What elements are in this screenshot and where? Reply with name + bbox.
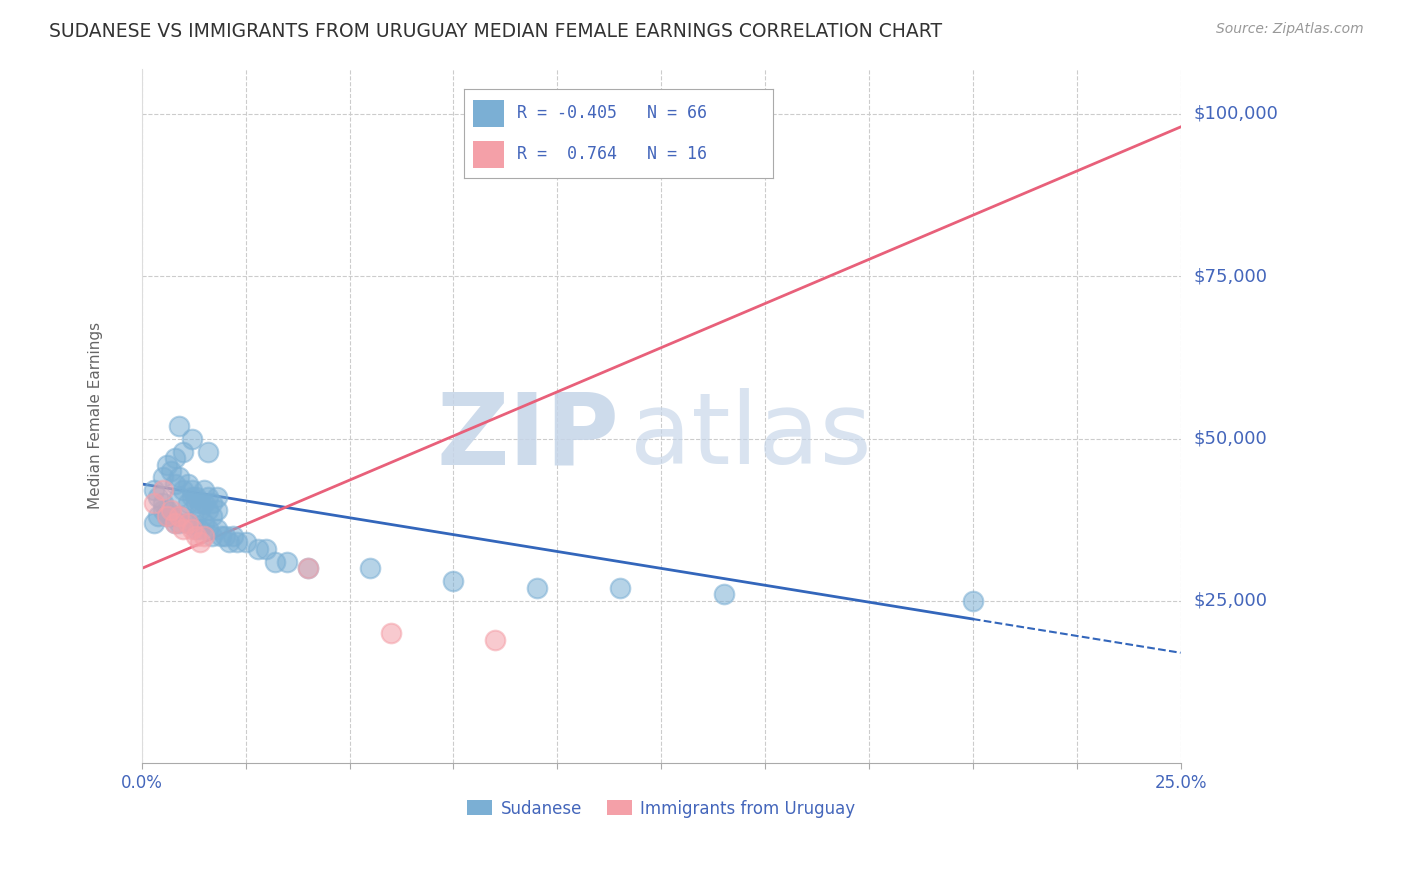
Text: R = -0.405   N = 66: R = -0.405 N = 66 (516, 104, 707, 122)
Point (197, 490, 219, 504)
Point (201, 509, 224, 524)
Point (160, 509, 183, 524)
Point (152, 503, 174, 517)
Point (359, 561, 381, 575)
Point (962, 594, 984, 608)
Point (197, 444, 219, 458)
Point (205, 503, 228, 517)
Text: R =  0.764   N = 16: R = 0.764 N = 16 (516, 145, 707, 163)
Point (156, 503, 179, 517)
Point (180, 490, 202, 504)
Text: atlas: atlas (630, 388, 872, 485)
Point (172, 483, 194, 498)
Bar (474, 100, 505, 127)
Point (143, 516, 166, 530)
Point (167, 516, 190, 530)
Point (201, 529, 224, 543)
Point (167, 470, 190, 484)
Point (184, 496, 207, 510)
Point (143, 496, 166, 510)
Point (148, 490, 170, 504)
Point (156, 458, 179, 472)
Point (713, 587, 735, 601)
Point (176, 516, 198, 530)
Point (484, 632, 506, 647)
Text: ZIP: ZIP (437, 388, 620, 485)
Text: $25,000: $25,000 (1194, 591, 1267, 610)
Point (188, 523, 211, 537)
Point (247, 541, 270, 556)
Point (188, 503, 211, 517)
Point (172, 444, 194, 458)
Point (193, 483, 215, 498)
Point (172, 509, 194, 524)
Point (165, 516, 187, 530)
Point (176, 516, 198, 530)
Point (188, 535, 211, 549)
Text: $100,000: $100,000 (1194, 105, 1278, 123)
Text: SUDANESE VS IMMIGRANTS FROM URUGUAY MEDIAN FEMALE EARNINGS CORRELATION CHART: SUDANESE VS IMMIGRANTS FROM URUGUAY MEDI… (49, 22, 942, 41)
Point (160, 509, 183, 524)
Point (193, 516, 215, 530)
Point (197, 503, 219, 517)
Point (180, 432, 202, 446)
Bar (474, 141, 505, 168)
Point (156, 509, 179, 524)
Point (609, 581, 631, 595)
Point (197, 523, 219, 537)
Point (172, 523, 194, 537)
Point (167, 490, 190, 504)
Point (526, 581, 548, 595)
Point (180, 516, 202, 530)
Point (443, 574, 465, 589)
Point (201, 496, 224, 510)
Point (297, 561, 319, 575)
Point (160, 464, 183, 478)
Point (167, 418, 190, 433)
Point (180, 523, 202, 537)
Point (609, 127, 631, 141)
Point (184, 523, 207, 537)
Point (214, 529, 236, 543)
Point (218, 535, 240, 549)
Point (263, 555, 285, 569)
Text: $50,000: $50,000 (1194, 430, 1267, 448)
Point (180, 483, 202, 498)
Point (165, 450, 187, 465)
Point (143, 483, 166, 498)
Point (167, 509, 190, 524)
Point (256, 541, 278, 556)
Point (188, 496, 211, 510)
Point (176, 496, 198, 510)
Point (152, 470, 174, 484)
Text: Median Female Earnings: Median Female Earnings (87, 322, 103, 509)
Point (226, 535, 249, 549)
Point (222, 529, 245, 543)
Text: $75,000: $75,000 (1194, 268, 1267, 285)
Point (205, 490, 228, 504)
Point (297, 561, 319, 575)
Point (176, 477, 198, 491)
Point (380, 626, 402, 640)
Point (148, 509, 170, 524)
Text: Source: ZipAtlas.com: Source: ZipAtlas.com (1216, 22, 1364, 37)
Point (160, 503, 183, 517)
Point (193, 496, 215, 510)
Point (184, 490, 207, 504)
Point (152, 483, 174, 498)
Point (152, 496, 174, 510)
Point (184, 529, 207, 543)
Point (276, 555, 298, 569)
Point (205, 523, 228, 537)
Point (193, 529, 215, 543)
Point (235, 535, 257, 549)
Point (165, 516, 187, 530)
Point (209, 529, 232, 543)
Legend: Sudanese, Immigrants from Uruguay: Sudanese, Immigrants from Uruguay (460, 793, 862, 824)
Point (165, 477, 187, 491)
Point (156, 509, 179, 524)
